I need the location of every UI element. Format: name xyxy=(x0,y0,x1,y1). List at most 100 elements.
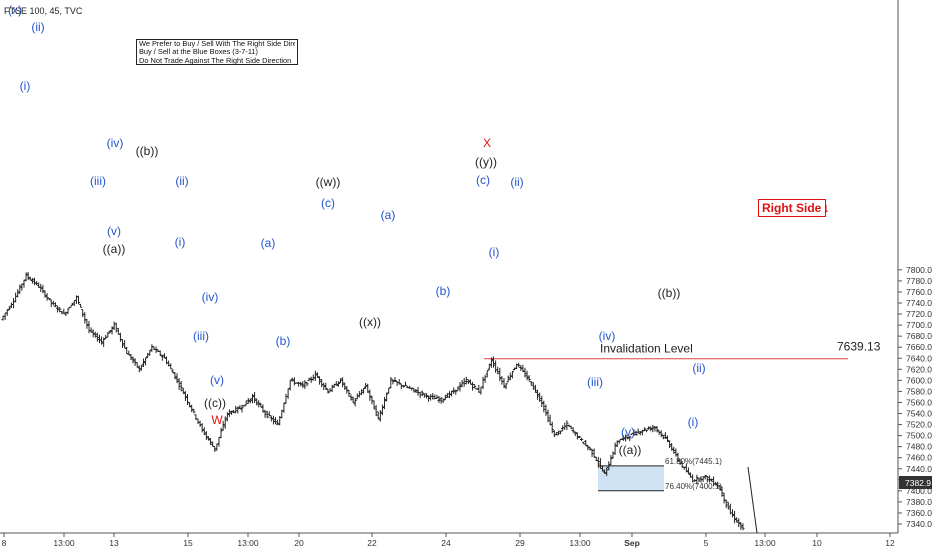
ohlc-bar xyxy=(722,492,726,504)
ohlc-bar xyxy=(397,378,401,385)
ohlc-bars xyxy=(1,272,745,531)
ohlc-bar xyxy=(238,405,242,409)
ohlc-bar xyxy=(458,382,462,392)
ohlc-bar xyxy=(502,378,506,389)
y-tick-label: 7800.0 xyxy=(906,265,932,275)
note-line-2: Buy / Sell at the Blue Boxes (3-7-11) xyxy=(139,48,258,57)
ohlc-bar xyxy=(571,427,575,433)
ohlc-bar xyxy=(16,289,20,298)
ohlc-bar xyxy=(454,389,458,395)
wave-label: ((c)) xyxy=(204,396,226,410)
ohlc-bar xyxy=(582,441,586,445)
x-tick-label: 20 xyxy=(294,538,304,548)
wave-label: (iii) xyxy=(193,329,209,343)
ohlc-bar xyxy=(307,377,311,382)
ohlc-bar xyxy=(435,394,439,399)
ohlc-bar xyxy=(420,390,424,397)
fib-618-label: 61.80%(7445.1) xyxy=(665,457,722,466)
ohlc-bar xyxy=(389,377,393,389)
ohlc-bar xyxy=(598,458,603,469)
ohlc-bar xyxy=(131,356,135,364)
ohlc-bar xyxy=(129,354,133,360)
x-tick-label: Sep xyxy=(624,538,640,548)
ohlc-bar xyxy=(655,425,659,433)
ohlc-bar xyxy=(424,393,429,399)
ohlc-bar xyxy=(634,430,638,436)
ohlc-bar xyxy=(525,370,529,381)
wave-label: (x) xyxy=(8,3,22,17)
y-tick-label: 7640.0 xyxy=(906,353,932,363)
ohlc-bar xyxy=(651,424,655,433)
ohlc-bar xyxy=(41,284,45,294)
y-tick-label: 7440.0 xyxy=(906,464,932,474)
ohlc-bar xyxy=(439,397,443,404)
ohlc-bar xyxy=(93,331,97,338)
ohlc-bar xyxy=(177,378,181,390)
ohlc-bar xyxy=(538,392,542,402)
ohlc-bar xyxy=(529,381,533,386)
ohlc-bar xyxy=(418,392,422,399)
ohlc-bar xyxy=(510,371,514,379)
ohlc-bar xyxy=(426,395,431,402)
ohlc-bar xyxy=(202,427,206,436)
ohlc-bar xyxy=(85,318,89,329)
y-tick-label: 7660.0 xyxy=(906,342,932,352)
ohlc-bar xyxy=(703,474,707,480)
ohlc-bar xyxy=(219,427,223,439)
ohlc-bar xyxy=(443,394,447,401)
wave-label: (ii) xyxy=(692,361,705,375)
ohlc-bar xyxy=(273,417,278,425)
ohlc-bar xyxy=(221,420,225,431)
ohlc-bar xyxy=(343,382,347,390)
ohlc-bar xyxy=(187,402,192,408)
wave-label: (i) xyxy=(489,245,500,259)
ohlc-bar xyxy=(603,469,607,474)
ohlc-bar xyxy=(741,523,745,531)
ohlc-bar xyxy=(531,382,535,390)
ohlc-bar xyxy=(617,440,621,444)
ohlc-bar xyxy=(554,432,559,436)
ohlc-bar xyxy=(447,391,452,399)
ohlc-bar xyxy=(613,442,617,455)
ohlc-bar xyxy=(200,423,204,433)
ohlc-bar xyxy=(223,416,227,429)
ohlc-bar xyxy=(665,435,670,443)
ohlc-bar xyxy=(579,437,584,442)
ohlc-bar xyxy=(726,501,730,510)
ohlc-bar xyxy=(267,411,271,417)
ohlc-bar xyxy=(374,405,378,417)
ohlc-bar xyxy=(550,421,554,434)
ohlc-bar xyxy=(70,302,74,306)
ohlc-bar xyxy=(349,394,353,401)
ohlc-bar xyxy=(667,440,672,449)
ohlc-bar xyxy=(558,430,563,435)
ohlc-bar xyxy=(489,357,494,368)
ohlc-bar xyxy=(674,448,678,457)
ohlc-bar xyxy=(120,338,125,348)
ohlc-bar xyxy=(361,388,366,394)
ohlc-bar xyxy=(609,455,613,466)
ohlc-bar xyxy=(647,426,651,430)
ohlc-bar xyxy=(638,431,642,436)
ohlc-bar xyxy=(632,429,636,436)
ohlc-bar xyxy=(208,438,213,446)
ohlc-bar xyxy=(382,396,387,410)
ohlc-bar xyxy=(317,376,322,385)
ohlc-bar xyxy=(596,456,600,468)
ohlc-bar xyxy=(422,393,426,398)
y-tick-label: 7780.0 xyxy=(906,276,932,286)
ohlc-bar xyxy=(55,305,60,313)
ohlc-bar xyxy=(431,393,435,400)
ohlc-bar xyxy=(414,389,418,393)
ohlc-bar xyxy=(148,350,152,356)
ohlc-bar xyxy=(66,308,70,314)
ohlc-bar xyxy=(192,408,196,414)
ohlc-bar xyxy=(135,362,139,368)
wave-label: (ii) xyxy=(510,175,523,189)
ohlc-bar xyxy=(391,379,395,385)
ohlc-bar xyxy=(364,383,368,389)
ohlc-bar xyxy=(229,410,234,415)
ohlc-bar xyxy=(605,467,609,476)
ohlc-bar xyxy=(345,385,349,394)
